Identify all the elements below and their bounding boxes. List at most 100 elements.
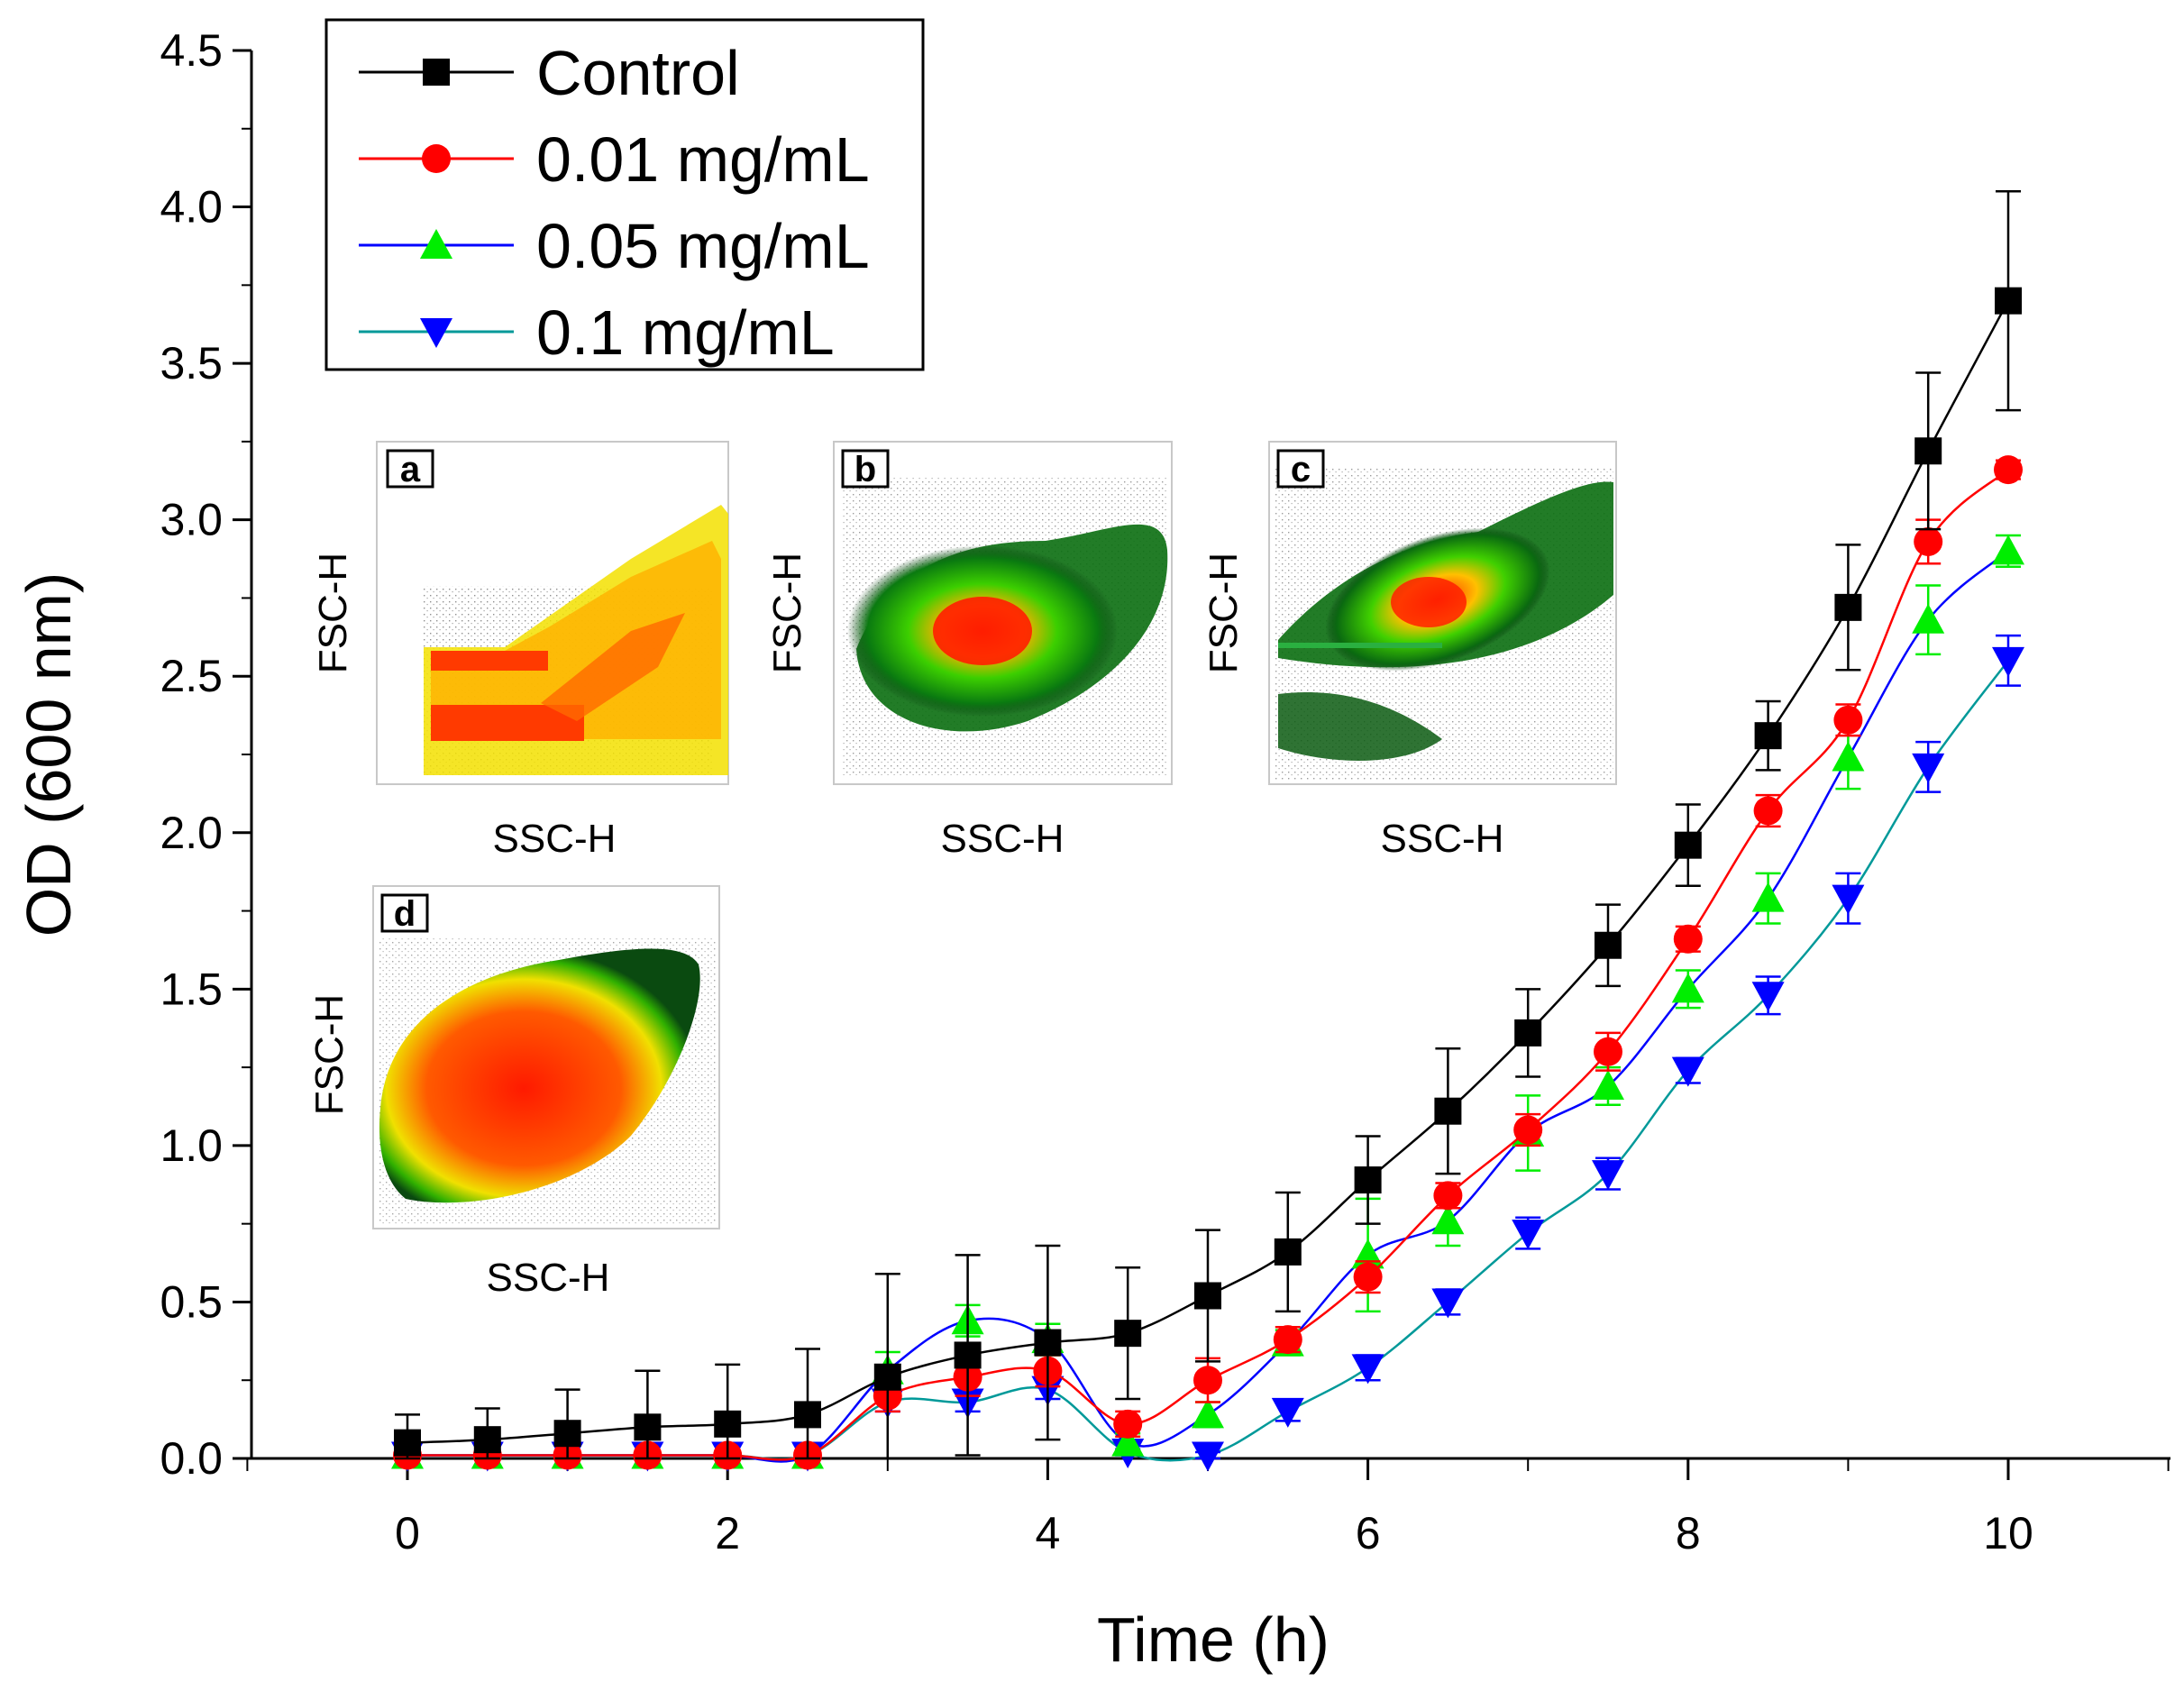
data-point bbox=[634, 1413, 662, 1441]
data-point bbox=[1433, 1181, 1463, 1211]
data-point bbox=[1113, 1409, 1143, 1439]
legend-marker bbox=[423, 59, 450, 86]
data-point bbox=[1673, 924, 1703, 954]
inset-c-ylabel: FSC-H bbox=[1202, 553, 1246, 673]
inset-a-letter-box bbox=[386, 449, 434, 489]
data-point bbox=[1114, 1320, 1142, 1348]
y-tick-label: 0.5 bbox=[160, 1276, 223, 1327]
inset-a-xlabel: SSC-H bbox=[493, 817, 617, 861]
data-point bbox=[1354, 1166, 1382, 1194]
data-point bbox=[1592, 1069, 1624, 1100]
data-point bbox=[1834, 593, 1862, 621]
data-point bbox=[1271, 1397, 1304, 1428]
inset-a-letter: a bbox=[400, 450, 421, 489]
data-point bbox=[794, 1401, 821, 1429]
data-point bbox=[1912, 753, 1945, 783]
legend-label: 0.01 mg/mL bbox=[536, 124, 870, 195]
inset-b: b SSC-H FSC-H bbox=[765, 441, 1173, 861]
inset-d-letter: d bbox=[394, 894, 416, 934]
data-point bbox=[1434, 1097, 1462, 1125]
y-axis-title: OD (600 nm) bbox=[14, 572, 84, 937]
inset-d-density bbox=[379, 948, 700, 1203]
inset-c-density-lower bbox=[1278, 692, 1442, 761]
data-point bbox=[553, 1420, 581, 1448]
inset-a: a SSC-H FSC-H bbox=[311, 441, 729, 861]
data-point bbox=[1273, 1325, 1302, 1355]
inset-c-density-peak bbox=[1391, 577, 1467, 627]
data-point bbox=[1992, 535, 2024, 565]
x-tick-label: 2 bbox=[715, 1508, 740, 1558]
inset-d: d SSC-H FSC-H bbox=[307, 885, 720, 1300]
legend-label: 0.05 mg/mL bbox=[536, 211, 870, 281]
data-point bbox=[1351, 1354, 1384, 1385]
inset-a-band-upper bbox=[431, 651, 548, 671]
inset-b-ylabel: FSC-H bbox=[765, 553, 809, 673]
data-point bbox=[1674, 831, 1702, 859]
legend-marker bbox=[420, 229, 452, 259]
data-point bbox=[1431, 1204, 1465, 1235]
data-point bbox=[473, 1426, 501, 1454]
data-point bbox=[1034, 1329, 1062, 1357]
legend-marker bbox=[422, 144, 451, 173]
y-tick-label: 2.0 bbox=[160, 808, 223, 858]
x-ticks: 0 2 4 6 8 10 bbox=[246, 1458, 2170, 1558]
data-point bbox=[1912, 603, 1945, 634]
data-point bbox=[1832, 884, 1865, 915]
inset-b-letter: b bbox=[854, 450, 876, 489]
data-point bbox=[1833, 705, 1863, 735]
inset-c-letter: c bbox=[1291, 450, 1311, 489]
data-point bbox=[1353, 1262, 1383, 1292]
data-point bbox=[954, 1341, 982, 1369]
series-layer bbox=[391, 189, 2024, 1472]
y-tick-label: 0.0 bbox=[160, 1433, 223, 1484]
inset-b-letter-box bbox=[841, 449, 890, 489]
data-point bbox=[394, 1429, 421, 1457]
data-point bbox=[1514, 1019, 1542, 1047]
data-point bbox=[714, 1410, 742, 1438]
inset-a-ylabel: FSC-H bbox=[311, 553, 355, 673]
data-point bbox=[1111, 1426, 1145, 1457]
inset-b-density-peak bbox=[933, 597, 1032, 665]
x-tick-label: 10 bbox=[1983, 1508, 2033, 1558]
legend-label: Control bbox=[536, 38, 740, 108]
data-point bbox=[1914, 437, 1942, 465]
flow-cytometry-insets: a SSC-H FSC-H b SSC-H FSC-H c bbox=[307, 441, 1617, 1300]
data-point bbox=[1995, 287, 2022, 315]
inset-a-density-tail bbox=[541, 613, 685, 721]
data-point bbox=[873, 1363, 901, 1391]
x-axis-title: Time (h) bbox=[1097, 1604, 1330, 1675]
legend-label: 0.1 mg/mL bbox=[536, 297, 835, 368]
y-tick-label: 3.5 bbox=[160, 338, 223, 388]
data-point bbox=[1594, 1037, 1622, 1066]
data-point bbox=[1193, 1366, 1222, 1395]
data-point bbox=[1914, 526, 1943, 556]
inset-d-xlabel: SSC-H bbox=[487, 1256, 610, 1300]
data-point bbox=[1194, 1282, 1221, 1310]
x-tick-label: 6 bbox=[1356, 1508, 1381, 1558]
y-tick-label: 1.0 bbox=[160, 1120, 223, 1171]
y-tick-label: 2.5 bbox=[160, 651, 223, 701]
x-tick-label: 0 bbox=[395, 1508, 420, 1558]
legend-marker bbox=[420, 318, 452, 348]
x-tick-label: 4 bbox=[1035, 1508, 1060, 1558]
data-point bbox=[1751, 982, 1785, 1012]
y-tick-label: 4.0 bbox=[160, 182, 223, 233]
series-0 bbox=[394, 189, 2022, 1460]
inset-a-density-mid bbox=[431, 541, 721, 739]
data-point bbox=[1671, 1056, 1704, 1087]
data-point bbox=[1992, 646, 2024, 677]
data-point bbox=[1513, 1115, 1543, 1145]
y-ticks: 0.0 0.5 1.0 1.5 2.0 2.5 3.0 3.5 4.0 4.5 bbox=[160, 25, 251, 1484]
data-point bbox=[1671, 973, 1704, 1003]
inset-c: c SSC-H FSC-H bbox=[1202, 441, 1617, 861]
legend: Control 0.01 mg/mL 0.05 mg/mL 0.1 mg/mL bbox=[324, 18, 925, 371]
data-point bbox=[1274, 1238, 1302, 1266]
data-point bbox=[1512, 1220, 1545, 1250]
legend-entries: Control 0.01 mg/mL 0.05 mg/mL 0.1 mg/mL bbox=[359, 38, 870, 368]
data-point bbox=[1192, 1441, 1224, 1472]
inset-d-letter-box bbox=[380, 893, 429, 933]
data-point bbox=[1431, 1288, 1465, 1319]
data-point bbox=[1192, 1398, 1224, 1429]
inset-d-ylabel: FSC-H bbox=[307, 994, 352, 1115]
